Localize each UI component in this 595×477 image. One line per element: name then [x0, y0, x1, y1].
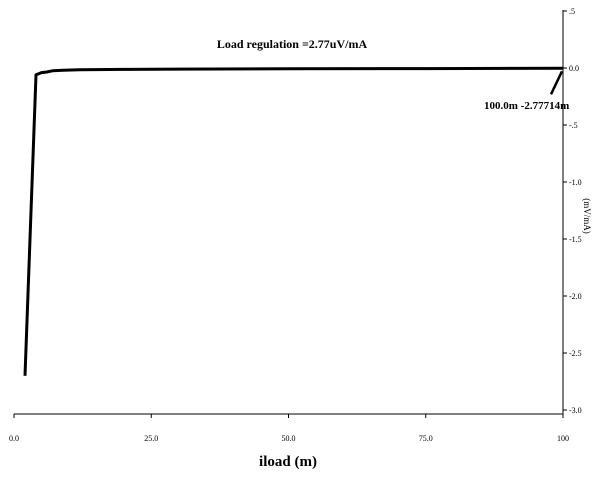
x-tick-label: 25.0 [144, 434, 158, 443]
y-tick-label: -2.0 [569, 292, 582, 301]
x-tick-label: 75.0 [419, 434, 433, 443]
y-tick-label: -.5 [569, 121, 578, 130]
y-tick-label: -2.5 [569, 349, 582, 358]
annotation-label: 100.0m -2.77714m [484, 100, 569, 112]
y-ticks: .5 0.0 -.5 -1.0 -1.5 -2.0 -2.5 -3.0 [563, 7, 582, 415]
y-axis-label: (mV/mA) [582, 198, 592, 234]
x-tick-label: 50.0 [282, 434, 296, 443]
y-tick-label: -1.5 [569, 235, 582, 244]
x-axis-label: iload (m) [259, 454, 317, 470]
chart-title: Load regulation =2.77uV/mA [217, 37, 368, 51]
y-tick-label: -1.0 [569, 178, 582, 187]
y-tick-label: -3.0 [569, 406, 582, 415]
x-tick-label: 100 [557, 434, 569, 443]
series-line [23, 66, 564, 376]
x-ticks: 0.0 25.0 50.0 75.0 100 [9, 414, 569, 443]
y-tick-label: 0.0 [569, 64, 579, 73]
annotation-leader [549, 70, 564, 95]
x-tick-label: 0.0 [9, 434, 19, 443]
y-tick-label: .5 [569, 7, 575, 16]
